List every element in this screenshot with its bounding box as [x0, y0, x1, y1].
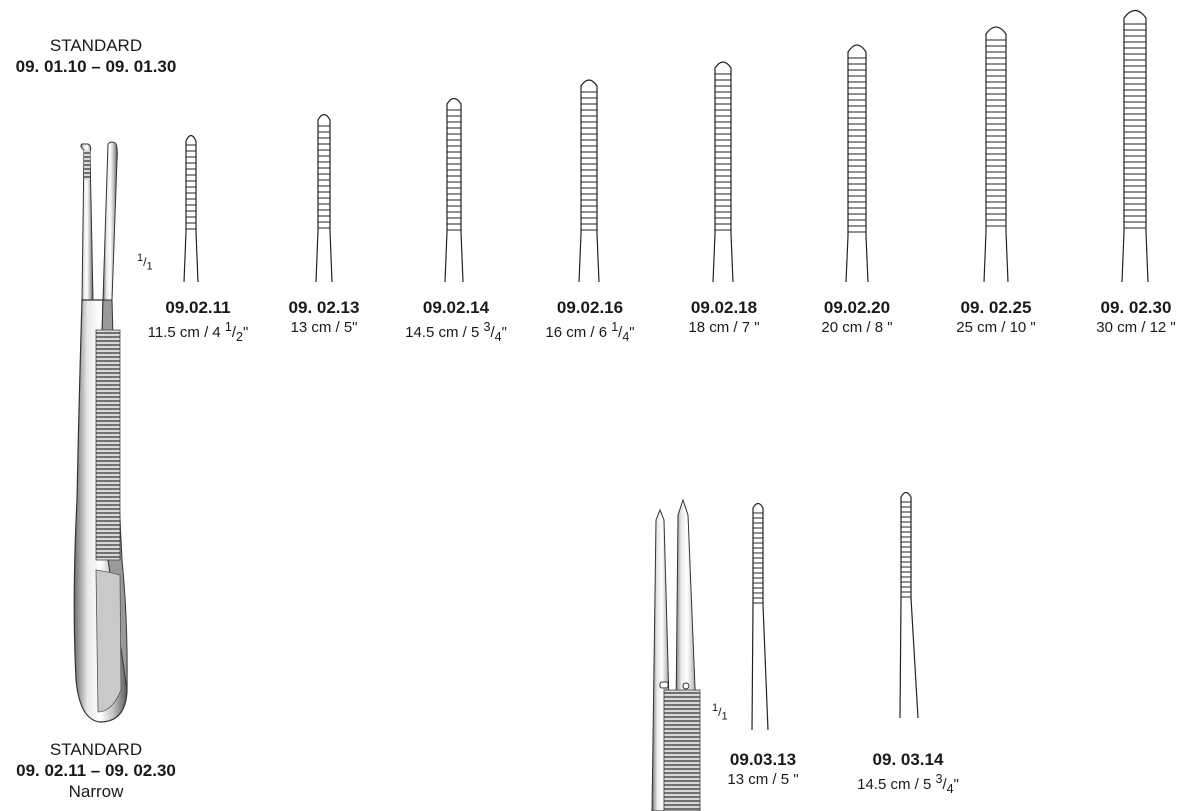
product-size: 13 cm / 5 ": [727, 771, 799, 788]
product-code: 09.02.18: [690, 298, 758, 317]
product-code: 09.02.16: [556, 298, 624, 317]
product-code: 09. 03.14: [872, 750, 944, 769]
product-code: 09.02.11: [165, 298, 231, 317]
product-caption: 09. 02.30 30 cm / 12 ": [1096, 298, 1176, 337]
tip-detail-09-02-18: [712, 61, 734, 283]
tip-detail-09-02-20: [845, 44, 869, 283]
standard-label: STANDARD: [49, 36, 143, 55]
tip-detail-09-03-14: [899, 491, 919, 719]
product-size: 18 cm / 7 ": [688, 319, 760, 336]
standard-forceps-illustration: [73, 141, 128, 723]
narrow-variant-label: Narrow: [68, 782, 124, 801]
product-code: 09.03.13: [729, 750, 797, 769]
tip-detail-09-02-16: [578, 79, 600, 283]
product-caption: 09. 02.13 13 cm / 5": [289, 298, 360, 337]
product-caption: 09.02.14 14.5 cm / 5 3/4": [405, 298, 507, 347]
product-caption: 09. 03.14 14.5 cm / 5 3/4": [857, 750, 959, 799]
product-code: 09. 02.25: [960, 298, 1032, 317]
product-size: 25 cm / 10 ": [956, 319, 1036, 336]
standard-series-heading: STANDARD 09. 01.10 – 09. 01.30: [16, 35, 177, 77]
narrow-series-heading: STANDARD 09. 02.11 – 09. 02.30 Narrow: [16, 739, 176, 802]
tip-detail-09-03-13: [751, 502, 769, 731]
product-caption: 09.02.20 20 cm / 8 ": [821, 298, 892, 337]
scale-mark-narrow: 1/1: [712, 702, 728, 723]
product-size: 20 cm / 8 ": [821, 319, 893, 336]
standard-label: STANDARD: [49, 740, 143, 759]
standard-range: 09. 01.10 – 09. 01.30: [15, 57, 177, 76]
product-caption: 09. 02.25 25 cm / 10 ": [956, 298, 1036, 337]
product-caption: 09.03.13 13 cm / 5 ": [727, 750, 798, 789]
product-code: 09.02.14: [422, 298, 490, 317]
product-code: 09. 02.30: [1100, 298, 1172, 317]
tip-detail-09-02-11: [183, 134, 199, 283]
product-size: 30 cm / 12 ": [1096, 319, 1176, 336]
product-size: 13 cm / 5": [290, 319, 358, 336]
product-code: 09. 02.13: [288, 298, 360, 317]
product-size: 16 cm / 6 1/4": [545, 320, 635, 344]
narrow-forceps-illustration: [651, 498, 701, 811]
product-code: 09.02.20: [823, 298, 891, 317]
product-caption: 09.02.11 11.5 cm / 4 1/2": [148, 298, 249, 347]
tip-detail-09-02-25: [983, 26, 1009, 283]
tip-detail-09-02-13: [315, 113, 333, 283]
product-size: 11.5 cm / 4 1/2": [147, 320, 249, 344]
product-caption: 09.02.16 16 cm / 6 1/4": [545, 298, 634, 347]
product-size: 14.5 cm / 5 3/4": [405, 320, 507, 344]
narrow-range: 09. 02.11 – 09. 02.30: [16, 761, 176, 780]
tip-detail-09-02-14: [444, 97, 464, 283]
product-size: 14.5 cm / 5 3/4": [857, 772, 959, 796]
tip-detail-09-02-30: [1121, 9, 1149, 283]
scale-mark-standard: 1/1: [137, 252, 153, 273]
product-caption: 09.02.18 18 cm / 7 ": [688, 298, 759, 337]
